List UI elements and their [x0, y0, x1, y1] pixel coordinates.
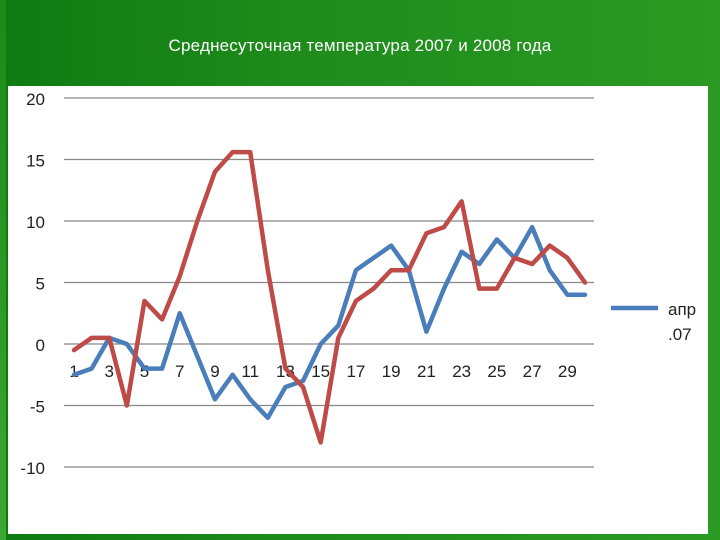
x-tick-label: 29: [558, 362, 577, 381]
x-tick-label: 9: [210, 362, 219, 381]
series-line-2: [71, 149, 588, 445]
y-tick-label: -5: [30, 398, 45, 417]
x-tick-label: 3: [105, 362, 114, 381]
y-tick-label: 10: [26, 213, 45, 232]
x-tick-label: 19: [382, 362, 401, 381]
y-tick-label: -10: [20, 459, 45, 478]
x-tick-label: 27: [523, 362, 542, 381]
x-tick-label: 21: [417, 362, 436, 381]
legend-label: .07: [668, 325, 692, 344]
y-tick-label: 20: [26, 90, 45, 109]
x-tick-label: 7: [175, 362, 184, 381]
x-tick-label: 5: [140, 362, 149, 381]
x-tick-label: 1: [69, 362, 78, 381]
x-tick-label: 11: [241, 362, 259, 381]
chart-title: Среднесуточная температура 2007 и 2008 г…: [168, 36, 552, 55]
legend-label: апр: [668, 300, 696, 319]
x-tick-label: 25: [487, 362, 506, 381]
x-tick-label: 17: [346, 362, 365, 381]
y-tick-label: 0: [36, 336, 45, 355]
x-tick-label: 15: [311, 362, 330, 381]
chart-area: 20 15 10 5 0 -5 -10 1 3 5 7 9 11 13 15 17 19 21 23 25 27 29 …: [8, 86, 708, 534]
y-tick-label: 15: [26, 152, 45, 171]
y-tick-label: 5: [36, 275, 45, 294]
x-tick-label: 23: [452, 362, 471, 381]
series-line-1: [71, 224, 588, 421]
slide-left-strip: [0, 0, 6, 540]
